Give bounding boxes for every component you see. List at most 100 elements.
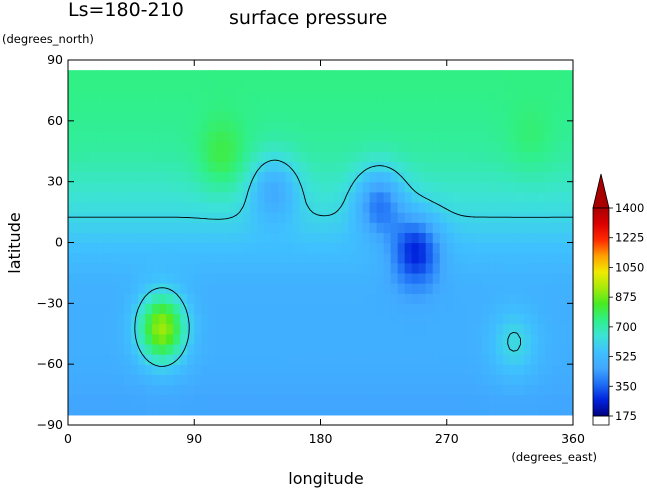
heatmap-cell (145, 262, 153, 274)
heatmap-cell (320, 394, 329, 406)
heatmap-cell (89, 364, 97, 375)
heatmap-cell (565, 191, 573, 203)
heatmap-cell (271, 313, 280, 325)
heatmap-cell (327, 161, 336, 173)
heatmap-cell (180, 181, 188, 193)
heatmap-cell (306, 303, 315, 315)
heatmap-cell (558, 70, 567, 81)
heatmap-cell (285, 212, 294, 223)
heatmap-cell (271, 272, 280, 284)
heatmap-cell (488, 283, 497, 294)
heatmap-cell (565, 141, 573, 152)
heatmap-cell (271, 232, 280, 244)
heatmap-cell (432, 141, 441, 152)
heatmap-cell (299, 272, 308, 284)
heatmap-cell (495, 272, 504, 284)
heatmap-cell (565, 272, 573, 284)
heatmap-cell (411, 272, 420, 284)
heatmap-cell (145, 272, 153, 284)
heatmap-cell (453, 343, 462, 355)
heatmap-cell (530, 313, 539, 325)
heatmap-cell (96, 313, 104, 325)
heatmap-cell (446, 333, 455, 345)
heatmap-cell (285, 201, 294, 213)
heatmap-cell (481, 293, 490, 304)
heatmap-cell (320, 191, 329, 203)
heatmap-cell (264, 394, 272, 406)
heatmap-cell (551, 201, 560, 213)
heatmap-cell (376, 384, 385, 396)
heatmap-cell (460, 141, 469, 152)
heatmap-cell (551, 323, 560, 335)
heatmap-cell (544, 171, 553, 183)
heatmap-cell (488, 364, 497, 375)
heatmap-cell (152, 323, 160, 335)
heatmap-cell (439, 394, 448, 406)
heatmap-cell (446, 80, 455, 92)
heatmap-cell (516, 242, 525, 254)
heatmap-cell (103, 394, 111, 406)
heatmap-cell (551, 364, 560, 375)
heatmap-cell (488, 70, 497, 81)
heatmap-cell (215, 80, 223, 92)
heatmap-cell (89, 404, 97, 416)
heatmap-cell (411, 181, 420, 193)
heatmap-cell (173, 70, 181, 81)
heatmap-cell (397, 293, 406, 304)
heatmap-cell (453, 272, 462, 284)
heatmap-cell (299, 70, 308, 81)
heatmap-cell (145, 333, 153, 345)
heatmap-cell (222, 293, 230, 304)
heatmap-cell (481, 70, 490, 81)
heatmap-cell (117, 303, 125, 315)
heatmap-cell (334, 222, 343, 233)
heatmap-cell (236, 354, 244, 365)
heatmap-cell (551, 100, 560, 112)
heatmap-cell (75, 313, 83, 325)
heatmap-cell (481, 232, 490, 244)
heatmap-cell (229, 80, 237, 92)
heatmap-cell (488, 120, 497, 132)
heatmap-cell (544, 323, 553, 335)
heatmap-cell (558, 171, 567, 183)
heatmap-cell (103, 100, 111, 112)
heatmap-cell (201, 161, 209, 173)
heatmap-cell (285, 272, 294, 284)
heatmap-cell (306, 191, 315, 203)
heatmap-cell (558, 191, 567, 203)
heatmap-cell (250, 110, 258, 122)
heatmap-cell (299, 141, 308, 152)
heatmap-cell (348, 364, 357, 375)
heatmap-cell (187, 80, 195, 92)
heatmap-cell (278, 323, 287, 335)
heatmap-cell (404, 252, 413, 264)
heatmap-cell (159, 80, 167, 92)
heatmap-cell (376, 100, 385, 112)
heatmap-cell (460, 364, 469, 375)
heatmap-cell (215, 384, 223, 396)
heatmap-cell (103, 141, 111, 152)
heatmap-cell (257, 272, 265, 284)
heatmap-cell (460, 232, 469, 244)
heatmap-cell (159, 303, 167, 315)
heatmap-cell (313, 222, 322, 233)
heatmap-cell (565, 161, 573, 173)
heatmap-cell (110, 151, 118, 162)
heatmap-cell (173, 80, 181, 92)
heatmap-cell (376, 141, 385, 152)
heatmap-cell (117, 242, 125, 254)
heatmap-cell (495, 181, 504, 193)
heatmap-cell (229, 212, 237, 223)
heatmap-cell (418, 262, 427, 274)
heatmap-cell (152, 293, 160, 304)
heatmap-cell (467, 262, 476, 274)
heatmap-cell (68, 232, 76, 244)
heatmap-cell (558, 181, 567, 193)
heatmap-cell (523, 161, 532, 173)
heatmap-cell (348, 384, 357, 396)
heatmap-cell (96, 70, 104, 81)
heatmap-cell (558, 80, 567, 92)
heatmap-cell (502, 110, 511, 122)
heatmap-cell (558, 272, 567, 284)
heatmap-cell (362, 374, 371, 386)
